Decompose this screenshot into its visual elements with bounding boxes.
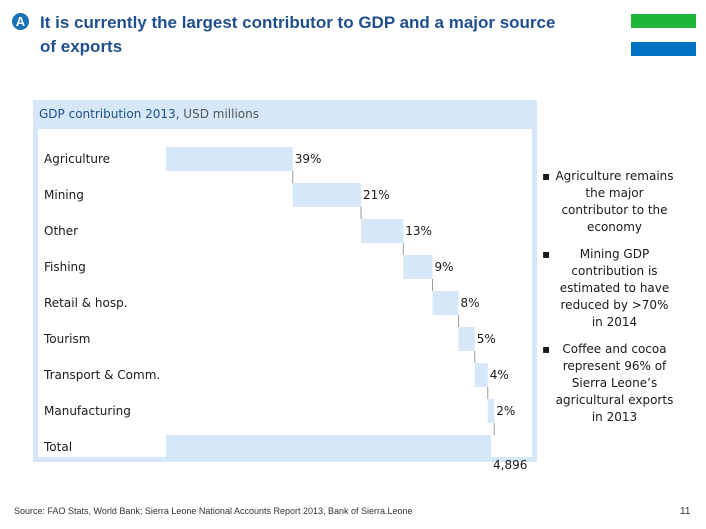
page-title: It is currently the largest contributor …	[40, 11, 640, 59]
bullet-list: ▪ Agriculture remains the major contribut…	[542, 168, 674, 436]
category-label: Transport & Comm.	[43, 368, 160, 382]
category-label: Other	[44, 224, 78, 238]
bar	[474, 363, 488, 387]
category-label: Fishing	[44, 260, 86, 274]
category-label: Tourism	[43, 332, 90, 346]
title-line-2: of exports	[40, 37, 123, 56]
bar	[432, 291, 459, 315]
title-line-1: It is currently the largest contributor …	[40, 13, 556, 32]
source-note: Source: FAO Stats, World Bank; Sierra Le…	[14, 506, 413, 516]
category-label: Manufacturing	[44, 404, 131, 418]
bullet-item: ▪ Coffee and cocoa represent 96% of Sierr…	[542, 341, 674, 426]
bullet-text: Coffee and cocoa represent 96% of Sierra…	[555, 342, 674, 424]
bullet-item: ▪ Mining GDP contribution is estimated to…	[542, 246, 674, 331]
flag-stripe-white	[631, 28, 696, 42]
value-label: 9%	[435, 260, 454, 274]
category-label: Mining	[44, 188, 84, 202]
bar	[487, 399, 495, 423]
value-label: 8%	[461, 296, 480, 310]
value-label: 2%	[496, 404, 515, 418]
bar	[292, 183, 361, 207]
bullet-icon: ▪	[542, 169, 551, 183]
flag-stripe-blue	[631, 42, 696, 56]
bar	[458, 327, 475, 351]
page-number: 11	[680, 506, 691, 517]
chart-title-units: USD millions	[179, 107, 259, 121]
bar	[166, 147, 293, 171]
value-label: 13%	[405, 224, 432, 238]
bar	[361, 219, 404, 243]
value-label: 21%	[363, 188, 390, 202]
category-label: Total	[43, 440, 72, 454]
flag-stripe-green	[631, 14, 696, 28]
value-label: 4%	[490, 368, 509, 382]
value-label: 4,896	[493, 458, 527, 472]
bullet-icon: ▪	[542, 247, 551, 261]
category-label: Retail & hosp.	[44, 296, 128, 310]
category-label: Agriculture	[44, 152, 110, 166]
bullet-item: ▪ Agriculture remains the major contribut…	[542, 168, 674, 236]
bar	[166, 435, 491, 459]
bullet-text: Agriculture remains the major contributo…	[555, 169, 674, 234]
bullet-icon: ▪	[542, 342, 551, 356]
chart-title-text: GDP contribution 2013,	[39, 107, 180, 121]
chart-title: GDP contribution 2013, USD millions	[39, 107, 259, 121]
bar	[403, 255, 433, 279]
section-badge: A	[12, 13, 29, 30]
value-label: 39%	[295, 152, 322, 166]
bullet-text: Mining GDP contribution is estimated to …	[559, 247, 670, 329]
value-label: 5%	[477, 332, 496, 346]
